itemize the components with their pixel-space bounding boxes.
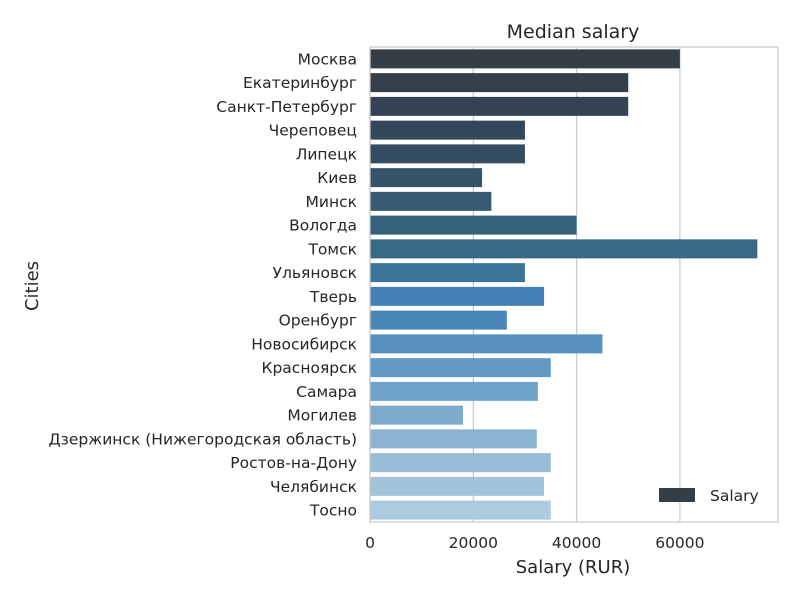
y-tick-labels: Москва Екатеринбург Санкт-Петербург Черепов…	[49, 50, 357, 519]
legend-swatch	[659, 488, 695, 502]
y-tick-label: Санкт-Петербург	[216, 98, 357, 116]
x-tick-labels: 0 20000 40000 60000	[365, 534, 704, 552]
y-tick-label: Оренбург	[279, 312, 357, 330]
x-tick-label: 60000	[655, 534, 704, 552]
bar	[370, 73, 629, 93]
x-tick-label: 0	[365, 534, 375, 552]
bar	[370, 168, 483, 188]
y-tick-label: Киев	[317, 169, 357, 187]
bar	[370, 334, 603, 354]
y-tick-label: Томск	[307, 240, 357, 258]
y-tick-label: Могилев	[287, 407, 357, 425]
y-tick-label: Ростов-на-Дону	[230, 454, 357, 472]
plot-area	[370, 47, 778, 522]
bar	[370, 215, 577, 235]
y-tick-label: Новосибирск	[251, 335, 357, 353]
y-tick-label: Череповец	[269, 122, 357, 140]
x-axis-label: Salary (RUR)	[516, 557, 631, 578]
y-tick-label: Минск	[306, 193, 357, 211]
bar	[370, 263, 525, 283]
y-tick-label: Челябинск	[270, 478, 357, 496]
bar	[370, 191, 492, 211]
bar	[370, 358, 551, 378]
y-tick-label: Липецк	[296, 145, 357, 163]
bar	[370, 239, 758, 259]
y-tick-label: Ульяновск	[273, 264, 357, 282]
bar	[370, 286, 545, 306]
legend: Salary	[659, 487, 759, 505]
y-tick-label: Тверь	[309, 288, 357, 306]
bar	[370, 476, 545, 496]
y-tick-label: Вологда	[289, 217, 357, 235]
bar	[370, 405, 463, 425]
bar	[370, 120, 525, 140]
bars	[370, 49, 758, 520]
x-tick-label: 40000	[552, 534, 601, 552]
chart-title: Median salary	[507, 21, 640, 43]
bar	[370, 49, 680, 69]
bar	[370, 381, 538, 401]
legend-label: Salary	[710, 487, 759, 505]
plot-frame	[369, 46, 779, 523]
y-tick-label: Дзержинск (Нижегородская область)	[49, 430, 357, 448]
bar	[370, 310, 507, 330]
bar	[370, 453, 551, 473]
y-tick-label: Самара	[296, 383, 357, 401]
y-tick-label: Тосно	[309, 502, 357, 520]
bar	[370, 96, 629, 116]
y-axis-label: Cities	[22, 261, 43, 311]
bar	[370, 429, 537, 449]
y-tick-label: Красноярск	[261, 359, 357, 377]
bar	[370, 500, 551, 520]
bar	[370, 144, 525, 164]
x-tick-label: 20000	[449, 534, 498, 552]
plot-border	[369, 46, 779, 523]
y-tick-label: Екатеринбург	[243, 74, 357, 92]
y-tick-label: Москва	[298, 50, 357, 68]
